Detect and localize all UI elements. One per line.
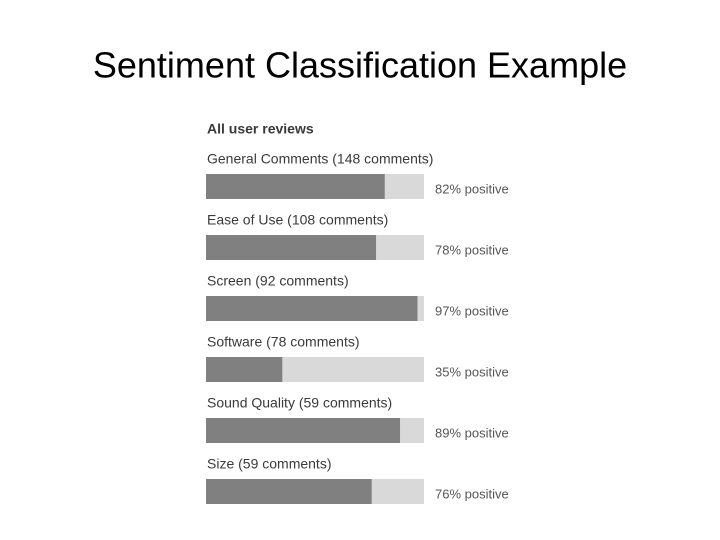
chart-subtitle: All user reviews (207, 121, 314, 137)
category-label: Screen (92 comments) (207, 273, 349, 289)
category-label: Ease of Use (108 comments) (207, 212, 388, 228)
value-label: 82% positive (435, 181, 509, 196)
value-label: 89% positive (435, 425, 509, 440)
bar (206, 418, 401, 443)
bar (206, 357, 283, 382)
category-label: Sound Quality (59 comments) (207, 395, 392, 411)
chart-title: Sentiment Classification Example (93, 45, 627, 86)
bar (206, 174, 385, 199)
bar (206, 479, 372, 504)
category-label: General Comments (148 comments) (207, 151, 433, 167)
category-label: Software (78 comments) (207, 334, 360, 350)
value-label: 97% positive (435, 303, 509, 318)
bar (206, 296, 418, 321)
category-label: Size (59 comments) (207, 456, 331, 472)
bar (206, 235, 377, 260)
value-label: 76% positive (435, 486, 509, 501)
value-label: 35% positive (435, 364, 509, 379)
value-label: 78% positive (435, 242, 509, 257)
